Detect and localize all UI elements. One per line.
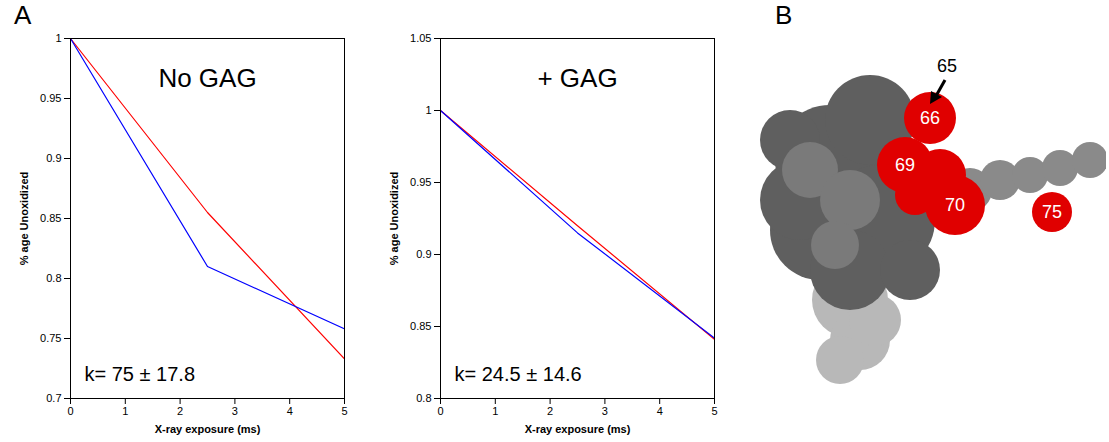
- svg-text:75: 75: [1042, 202, 1062, 222]
- svg-text:70: 70: [945, 195, 965, 215]
- svg-text:k= 24.5 ± 14.6: k= 24.5 ± 14.6: [455, 363, 582, 385]
- svg-text:0: 0: [437, 405, 443, 417]
- svg-text:0.8: 0.8: [416, 392, 431, 404]
- svg-text:3: 3: [602, 405, 608, 417]
- svg-text:2: 2: [547, 405, 553, 417]
- svg-text:0.95: 0.95: [40, 92, 61, 104]
- svg-text:4: 4: [287, 405, 293, 417]
- svg-text:0.8: 0.8: [46, 272, 61, 284]
- svg-text:0.9: 0.9: [46, 152, 61, 164]
- svg-text:0.95: 0.95: [410, 176, 431, 188]
- svg-text:1.05: 1.05: [410, 32, 431, 44]
- svg-text:65: 65: [937, 56, 957, 76]
- svg-text:No GAG: No GAG: [158, 63, 256, 93]
- svg-text:0.75: 0.75: [40, 332, 61, 344]
- svg-text:X-ray exposure (ms): X-ray exposure (ms): [525, 423, 631, 435]
- svg-text:1: 1: [55, 32, 61, 44]
- svg-text:X-ray exposure (ms): X-ray exposure (ms): [155, 423, 261, 435]
- svg-text:0.85: 0.85: [410, 320, 431, 332]
- svg-text:0: 0: [67, 405, 73, 417]
- svg-text:k= 75 ± 17.8: k= 75 ± 17.8: [85, 363, 196, 385]
- svg-text:% age Unoxidized: % age Unoxidized: [388, 172, 400, 266]
- svg-text:0.85: 0.85: [40, 212, 61, 224]
- svg-text:0.7: 0.7: [46, 392, 61, 404]
- svg-text:5: 5: [341, 405, 347, 417]
- svg-text:1: 1: [492, 405, 498, 417]
- svg-text:5: 5: [711, 405, 717, 417]
- html-text:A: A: [14, 0, 32, 30]
- svg-text:69: 69: [895, 155, 915, 175]
- html-text:B: B: [775, 0, 793, 30]
- svg-text:1: 1: [425, 104, 431, 116]
- svg-text:2: 2: [177, 405, 183, 417]
- svg-text:66: 66: [920, 108, 940, 128]
- svg-text:0.9: 0.9: [416, 248, 431, 260]
- svg-text:4: 4: [657, 405, 663, 417]
- svg-text:+ GAG: + GAG: [537, 63, 617, 93]
- svg-text:3: 3: [232, 405, 238, 417]
- svg-text:1: 1: [122, 405, 128, 417]
- svg-text:% age Unoxidized: % age Unoxidized: [18, 172, 30, 266]
